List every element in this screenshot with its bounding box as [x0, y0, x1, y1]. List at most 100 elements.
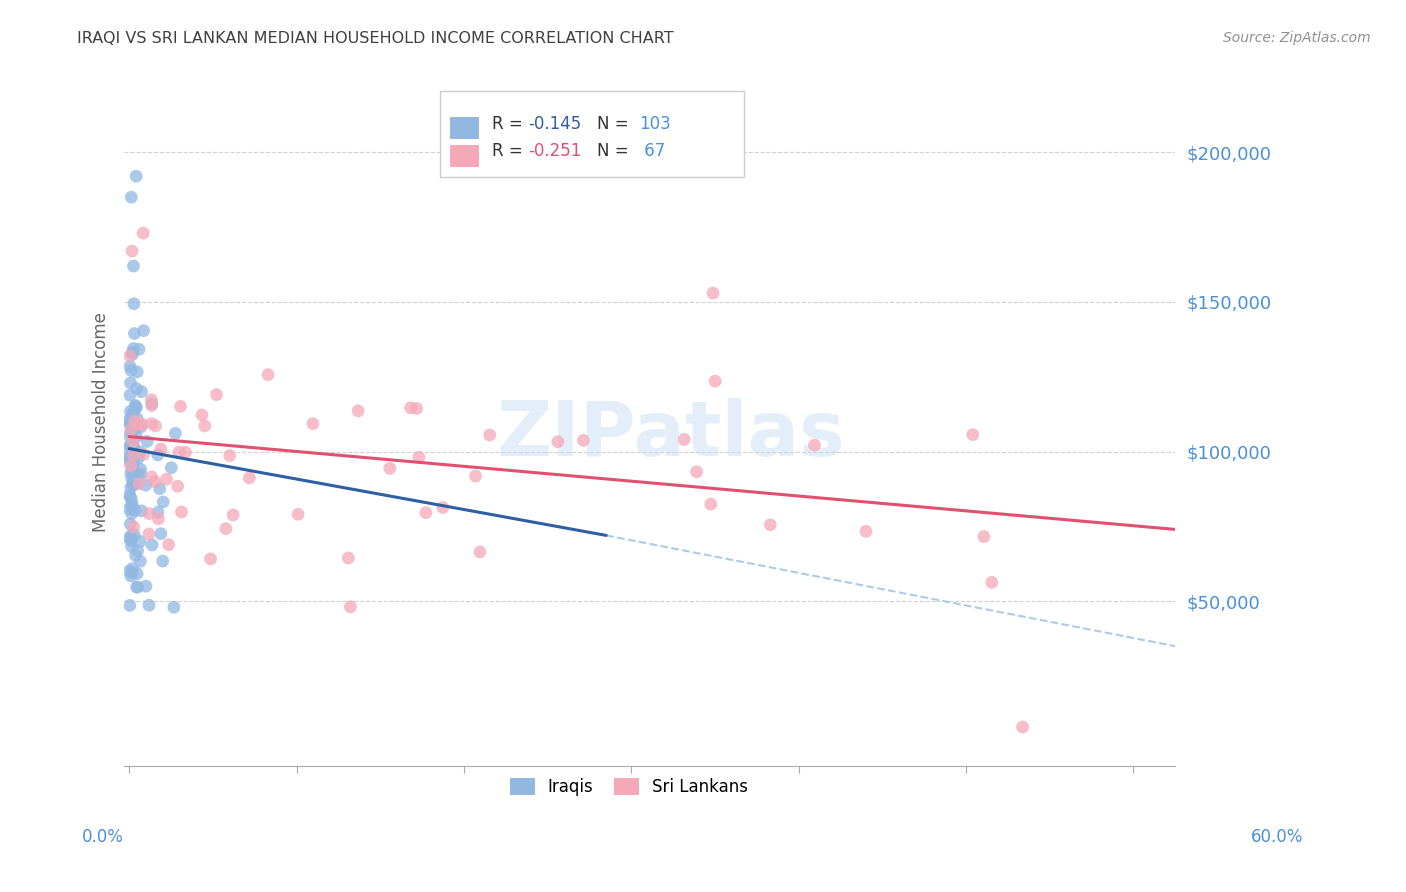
Text: -0.145: -0.145: [527, 114, 581, 133]
Point: [125, 580, 148, 594]
Text: 0.0%: 0.0%: [82, 828, 124, 846]
Point: [124, 326, 146, 341]
Point: [120, 417, 142, 432]
Point: [124, 399, 146, 413]
Point: [124, 467, 146, 481]
Point: [118, 349, 141, 363]
Point: [200, 552, 222, 566]
Point: [138, 527, 160, 541]
Point: [149, 482, 172, 496]
Point: [132, 226, 155, 240]
Point: [347, 404, 370, 418]
Point: [337, 550, 360, 565]
Point: [118, 531, 141, 545]
Point: [121, 540, 143, 554]
Point: [122, 478, 145, 492]
Point: [218, 449, 240, 463]
Point: [118, 451, 141, 466]
FancyBboxPatch shape: [440, 91, 744, 178]
Point: [132, 447, 155, 461]
Point: [141, 538, 163, 552]
Point: [129, 445, 152, 459]
Point: [855, 524, 877, 539]
Point: [157, 538, 180, 552]
Point: [121, 566, 143, 580]
Point: [120, 363, 142, 377]
Point: [124, 414, 146, 428]
Point: [468, 545, 491, 559]
Point: [464, 469, 486, 483]
Point: [121, 425, 143, 439]
Point: [129, 462, 152, 476]
Point: [166, 479, 188, 493]
Point: [121, 347, 143, 361]
Point: [121, 345, 143, 359]
Point: [129, 467, 152, 482]
Point: [120, 467, 142, 481]
Point: [118, 564, 141, 578]
Point: [125, 382, 148, 396]
Text: 103: 103: [640, 114, 671, 133]
Point: [120, 376, 142, 390]
Point: [120, 422, 142, 436]
Point: [415, 506, 437, 520]
Point: [339, 599, 361, 614]
Point: [302, 417, 325, 431]
Point: [149, 442, 172, 456]
Point: [124, 549, 146, 563]
Point: [700, 497, 723, 511]
FancyBboxPatch shape: [450, 118, 479, 139]
Point: [215, 522, 238, 536]
Text: 60.0%: 60.0%: [1250, 828, 1303, 846]
Point: [118, 442, 141, 456]
Point: [121, 498, 143, 512]
Point: [125, 169, 148, 184]
Point: [803, 438, 825, 452]
Point: [127, 566, 149, 581]
Point: [118, 388, 141, 402]
Point: [155, 472, 177, 486]
Point: [121, 561, 143, 575]
Point: [121, 244, 143, 258]
Point: [125, 411, 148, 425]
Point: [122, 462, 145, 476]
Point: [118, 359, 141, 374]
Point: [128, 476, 150, 491]
Point: [405, 401, 427, 416]
Point: [124, 503, 146, 517]
Point: [572, 434, 595, 448]
Point: [120, 417, 142, 432]
Point: [146, 448, 169, 462]
Point: [127, 543, 149, 558]
Point: [759, 517, 782, 532]
Point: [121, 507, 143, 521]
Point: [129, 420, 152, 434]
Point: [167, 445, 190, 459]
Point: [121, 439, 143, 453]
Point: [121, 477, 143, 491]
Point: [135, 478, 157, 492]
Point: [121, 499, 143, 513]
Point: [118, 450, 141, 464]
Point: [122, 404, 145, 418]
Point: [124, 447, 146, 461]
Point: [973, 530, 995, 544]
Point: [120, 569, 142, 583]
Point: [136, 434, 159, 449]
Point: [165, 426, 187, 441]
Point: [122, 438, 145, 452]
Point: [124, 528, 146, 542]
Point: [962, 427, 984, 442]
Point: [160, 460, 183, 475]
Point: [222, 508, 245, 522]
Point: [129, 554, 152, 568]
Point: [138, 507, 160, 521]
Point: [141, 392, 163, 407]
Point: [120, 492, 142, 507]
Point: [170, 505, 193, 519]
Point: [378, 461, 401, 475]
Point: [124, 468, 146, 483]
Point: [145, 418, 167, 433]
Point: [287, 508, 309, 522]
Point: [547, 434, 569, 449]
